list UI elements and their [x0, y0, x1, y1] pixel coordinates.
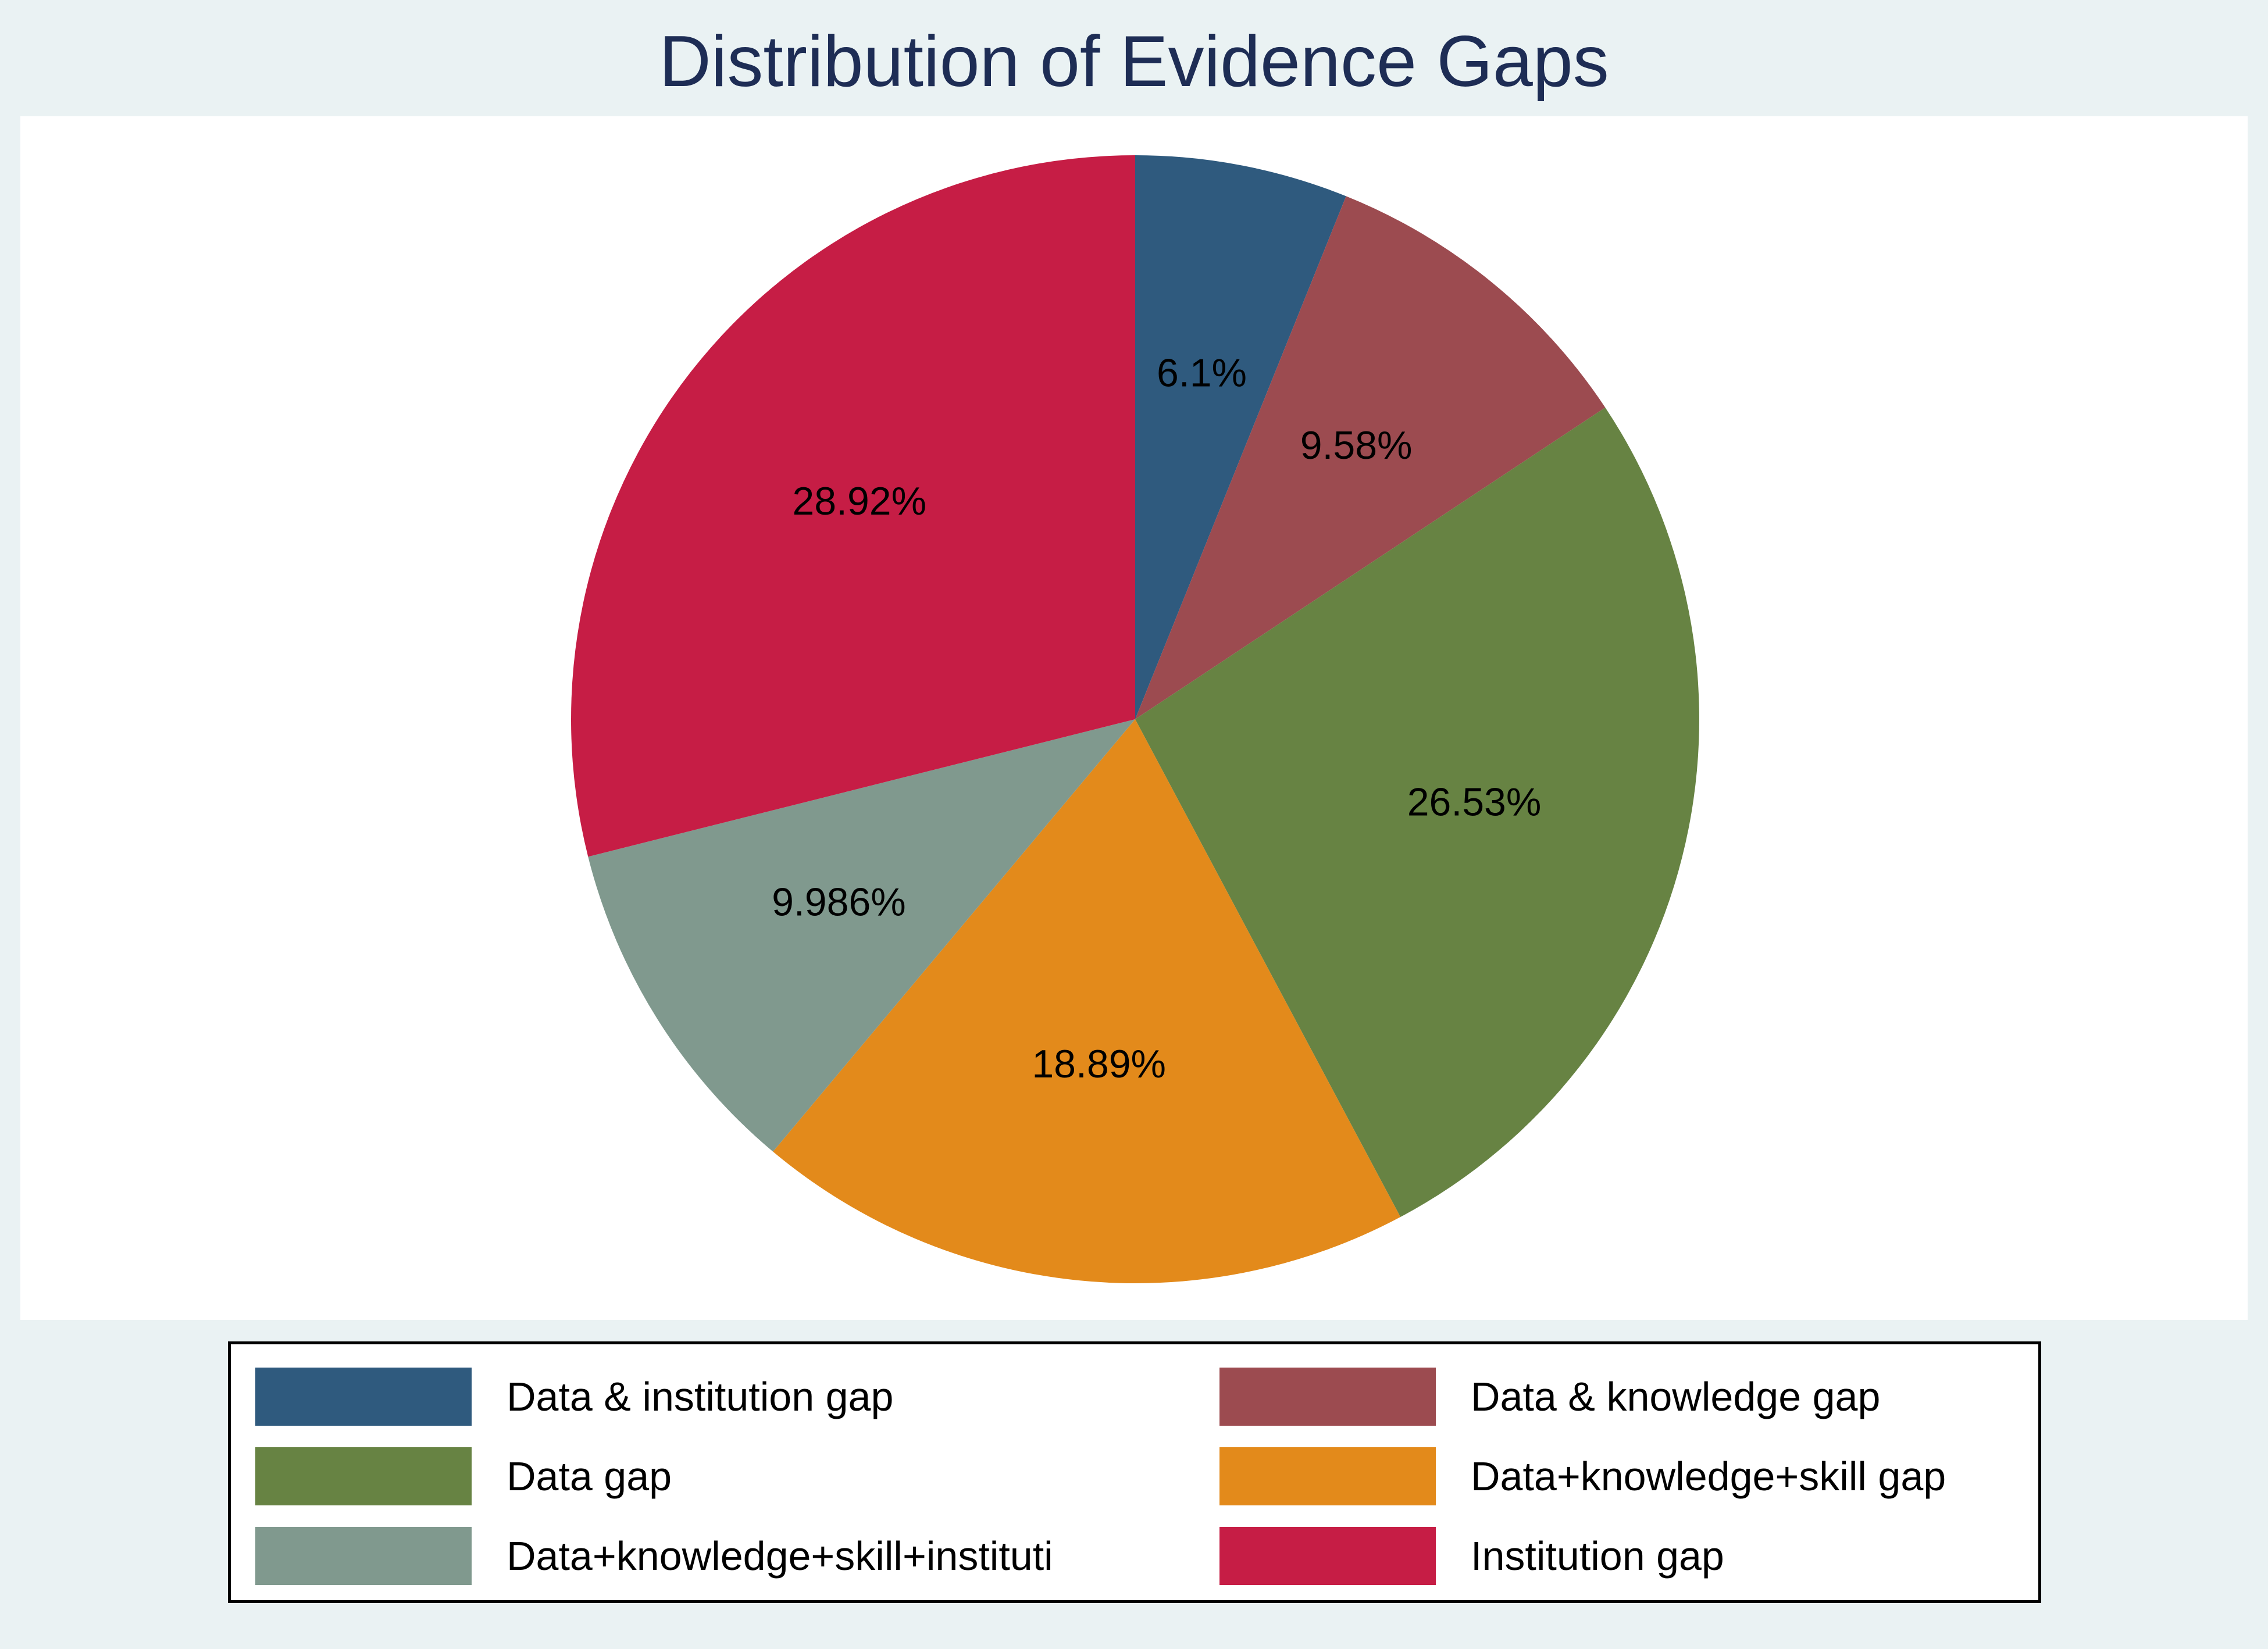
legend-label-5: Institution gap — [1471, 1533, 1724, 1579]
pie-slice-label-2: 26.53% — [1407, 780, 1542, 824]
legend-label-4: Data+knowledge+skill+instituti — [507, 1533, 1053, 1579]
pie-slice-5 — [570, 155, 1135, 857]
legend-swatch-4 — [255, 1527, 472, 1585]
chart-title: Distribution of Evidence Gaps — [659, 22, 1609, 102]
pie-slice-label-0: 6.1% — [1157, 351, 1247, 395]
pie-slice-3 — [773, 719, 1401, 1283]
pie-slice-label-1: 9.58% — [1300, 423, 1413, 467]
legend-swatch-2 — [255, 1447, 472, 1505]
pie-slice-label-3: 18.89% — [1032, 1042, 1166, 1086]
legend-swatch-3 — [1219, 1447, 1436, 1505]
legend-label-2: Data gap — [507, 1454, 672, 1499]
pie-slice-label-4: 9.986% — [772, 880, 906, 924]
legend-swatch-0 — [255, 1368, 472, 1426]
pie-slice-1 — [1135, 196, 1606, 719]
pie-slice-2 — [1135, 407, 1699, 1218]
legend-label-0: Data & institution gap — [507, 1374, 894, 1419]
pie-chart: 6.1% 9.58% 26.53% 18.89% 9.986% 28.92% — [570, 155, 1699, 1283]
pie-slices — [570, 155, 1699, 1283]
legend-label-1: Data & knowledge gap — [1471, 1374, 1881, 1419]
legend-label-3: Data+knowledge+skill gap — [1471, 1454, 1946, 1499]
legend: Data & institution gap Data & knowledge g… — [228, 1341, 2041, 1603]
pie-slice-label-5: 28.92% — [792, 479, 926, 523]
pie-slice-4 — [588, 719, 1135, 1152]
legend-swatch-1 — [1219, 1368, 1436, 1426]
legend-swatch-5 — [1219, 1527, 1436, 1585]
pie-slice-labels: 6.1% 9.58% 26.53% 18.89% 9.986% 28.92% — [772, 351, 1541, 1087]
plot-region: 6.1% 9.58% 26.53% 18.89% 9.986% 28.92% — [20, 116, 2248, 1320]
pie-slice-0 — [1135, 155, 1346, 719]
